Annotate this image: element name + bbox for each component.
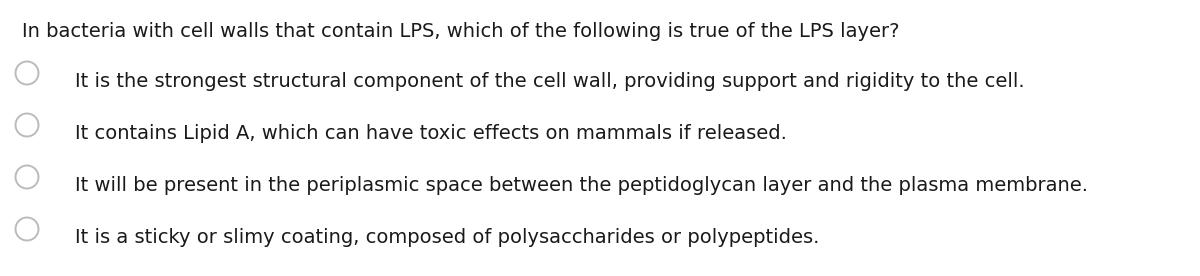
Text: It will be present in the periplasmic space between the peptidoglycan layer and : It will be present in the periplasmic sp… <box>74 176 1088 195</box>
Text: It contains Lipid A, which can have toxic effects on mammals if released.: It contains Lipid A, which can have toxi… <box>74 124 787 143</box>
Text: In bacteria with cell walls that contain LPS, which of the following is true of : In bacteria with cell walls that contain… <box>22 22 900 41</box>
Text: It is the strongest structural component of the cell wall, providing support and: It is the strongest structural component… <box>74 72 1025 91</box>
Text: It is a sticky or slimy coating, composed of polysaccharides or polypeptides.: It is a sticky or slimy coating, compose… <box>74 228 820 247</box>
